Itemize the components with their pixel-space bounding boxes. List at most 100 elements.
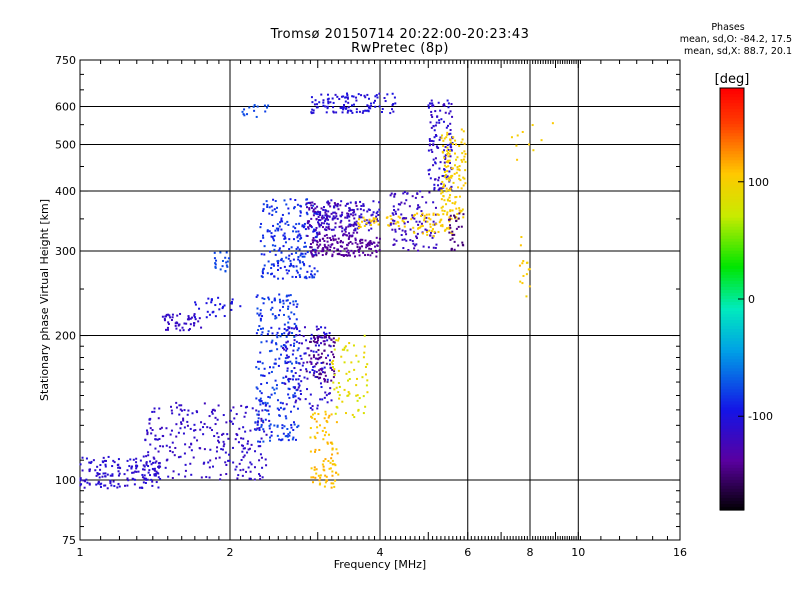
scatter-point [259,474,262,477]
scatter-point [463,150,466,153]
scatter-point [315,370,318,373]
scatter-point [209,426,212,429]
scatter-point [308,402,311,405]
scatter-point [283,344,286,347]
scatter-point [236,477,239,480]
scatter-point [344,230,347,233]
scatter-point [322,465,325,468]
scatter-point [135,467,138,470]
scatter-point [352,214,355,217]
scatter-point [347,242,350,245]
scatter-point [430,113,433,116]
scatter-point [306,222,309,225]
scatter-point [109,482,112,485]
scatter-point [265,409,268,412]
scatter-point [431,228,434,231]
scatter-point [344,345,347,348]
scatter-point [448,216,451,219]
scatter-point [325,226,328,229]
scatter-point [224,451,227,454]
scatter-point [403,222,406,225]
scatter-point [458,209,461,212]
scatter-point [169,433,172,436]
scatter-point [314,437,317,440]
scatter-point [253,466,256,469]
scatter-point [222,445,225,448]
scatter-point [342,95,345,98]
scatter-point [208,313,211,316]
scatter-point [186,420,189,423]
scatter-point [287,355,290,358]
scatter-point [296,246,299,249]
scatter-point [190,473,193,476]
scatter-point [207,461,210,464]
scatter-point [291,332,294,335]
scatter-point [327,354,330,357]
scatter-point [341,348,344,351]
colorbar-segment [720,473,744,478]
scatter-point [462,184,465,187]
scatter-point [391,212,394,215]
scatter-point [373,221,376,224]
scatter-point [268,427,271,430]
scatter-point [84,480,87,483]
scatter-point [397,215,400,218]
scatter-point [269,423,272,426]
scatter-point [330,243,333,246]
scatter-point [268,212,271,215]
scatter-point [317,474,320,477]
scatter-point [329,345,332,348]
scatter-point [300,205,303,208]
scatter-point [236,434,239,437]
scatter-point [295,361,298,364]
scatter-point [258,473,261,476]
scatter-point [329,246,332,249]
scatter-point [330,379,333,382]
scatter-point [433,188,436,191]
scatter-point [314,341,317,344]
scatter-point [371,213,374,216]
scatter-point [363,345,366,348]
scatter-point [311,254,314,257]
scatter-point [310,250,313,253]
scatter-point [349,225,352,228]
scatter-point [286,356,289,359]
scatter-point [456,212,459,215]
scatter-point [104,463,107,466]
scatter-point [331,474,334,477]
scatter-point [443,210,446,213]
scatter-point [244,430,247,433]
scatter-point [354,238,357,241]
scatter-point [455,195,458,198]
scatter-point [333,348,336,351]
scatter-point [401,219,404,222]
scatter-point [133,483,136,486]
scatter-point [141,468,144,471]
scatter-point [315,212,318,215]
scatter-point [319,382,322,385]
scatter-point [279,309,282,312]
scatter-point [443,199,446,202]
scatter-point [348,215,351,218]
scatter-point [367,221,370,224]
scatter-point [135,457,138,460]
scatter-point [365,219,368,222]
scatter-point [173,454,176,457]
scatter-point [184,463,187,466]
scatter-point [282,299,285,302]
scatter-point [273,388,276,391]
colorbar-segment [720,169,744,173]
colorbar-segment [720,268,744,273]
scatter-point [319,376,322,379]
scatter-point [378,105,381,108]
scatter-point [294,227,297,230]
scatter-point [96,472,99,475]
scatter-point [262,440,265,443]
scatter-point [310,224,313,227]
scatter-point [287,377,290,380]
scatter-point [363,94,366,97]
scatter-point [333,485,336,488]
scatter-point [333,217,336,220]
scatter-point [191,316,194,319]
scatter-point [285,329,288,332]
